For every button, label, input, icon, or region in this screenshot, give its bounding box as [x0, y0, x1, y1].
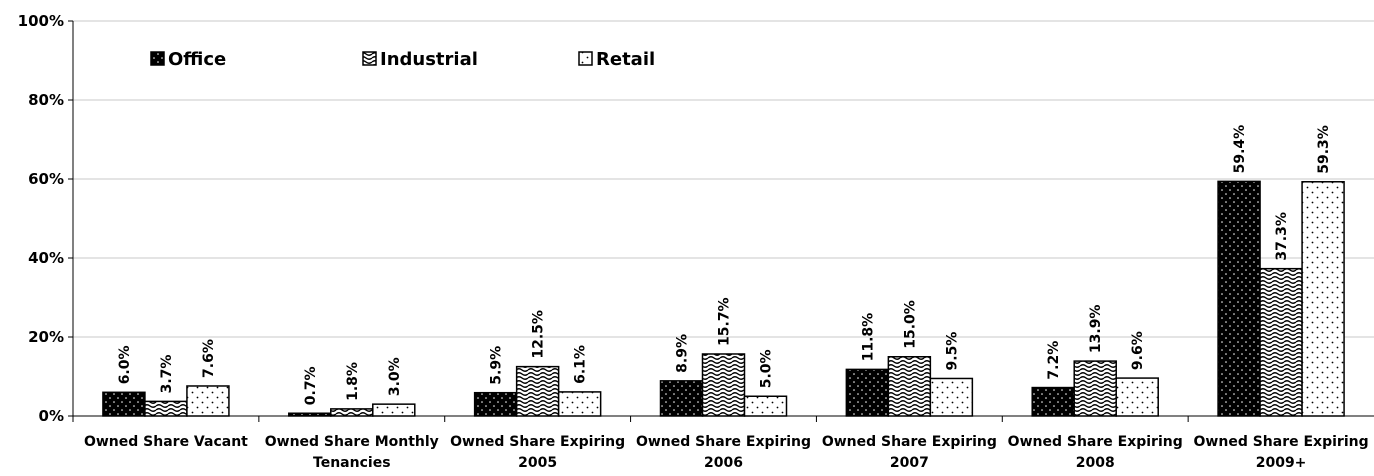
y-tick-label: 80% [28, 91, 64, 109]
x-tick-label: Owned Share Monthly [265, 434, 439, 450]
bar-retail [186, 385, 230, 417]
bars-group [102, 180, 1345, 417]
data-label: 5.0% [759, 349, 775, 388]
bar-industrial [330, 408, 374, 417]
bar-retail [743, 395, 788, 417]
x-tick-label: 2009+ [1256, 455, 1307, 471]
data-label: 6.1% [573, 345, 589, 384]
bar-industrial [887, 356, 932, 417]
bar-office [659, 380, 704, 417]
data-label: 15.0% [902, 300, 918, 349]
data-label: 59.3% [1316, 125, 1332, 174]
legend-swatch-industrial [362, 51, 377, 66]
data-label: 9.5% [944, 332, 960, 371]
data-label: 12.5% [531, 310, 547, 359]
x-tick-label: Owned Share Expiring [1008, 434, 1183, 450]
data-label: 8.9% [675, 334, 691, 373]
data-labels: 6.0% 3.7% 7.6% 0.7% 1.8% 3.0% 5.9% 12.5% 6.1% 8.9… [117, 125, 1332, 405]
bar-industrial [701, 353, 746, 417]
y-tick-label: 100% [18, 12, 64, 30]
legend-label-office: Office [168, 49, 226, 70]
x-tick-label: Owned Share Vacant [84, 434, 248, 450]
bar-office [473, 391, 518, 417]
x-tick-label: 2006 [704, 455, 743, 471]
x-tick-label: Tenancies [313, 455, 391, 471]
data-label: 3.0% [387, 357, 403, 396]
data-label: 3.7% [159, 355, 175, 394]
data-label: 7.2% [1046, 341, 1062, 380]
data-label: 1.8% [345, 362, 361, 401]
legend-label-industrial: Industrial [380, 49, 478, 70]
x-tick-label: 2007 [890, 455, 929, 471]
bar-office [1217, 180, 1261, 417]
x-tick-label: Owned Share Expiring [636, 434, 811, 450]
x-axis: Owned Share Vacant Owned Share Monthly Ten… [72, 415, 1374, 471]
data-label: 11.8% [860, 313, 876, 362]
bar-industrial [515, 365, 560, 417]
data-label: 37.3% [1274, 212, 1290, 261]
x-tick-label: Owned Share Expiring [1194, 434, 1369, 450]
data-label: 59.4% [1232, 125, 1248, 174]
y-axis: 0% 20% 40% 60% 80% 100% [18, 12, 74, 425]
bar-industrial [144, 400, 188, 417]
legend-label-retail: Retail [596, 49, 655, 70]
y-tick-label: 60% [28, 170, 64, 188]
data-label: 13.9% [1088, 305, 1104, 354]
bar-retail [557, 391, 602, 417]
bar-office [102, 391, 146, 417]
legend-swatch-retail [578, 51, 593, 66]
data-label: 5.9% [489, 346, 505, 385]
data-label: 6.0% [117, 345, 133, 384]
data-label: 15.7% [717, 297, 733, 346]
legend: Office Industrial Retail [150, 49, 655, 70]
y-tick-label: 20% [28, 328, 64, 346]
bar-industrial [1073, 360, 1117, 417]
x-tick-label: 2005 [518, 455, 557, 471]
x-tick-label: 2008 [1076, 455, 1115, 471]
bar-retail [1301, 181, 1345, 417]
bar-retail [929, 377, 974, 417]
y-tick-label: 40% [28, 249, 64, 267]
data-label: 7.6% [201, 339, 217, 378]
legend-swatch-office [150, 51, 165, 66]
gridlines [73, 20, 1374, 338]
x-tick-label: Owned Share Expiring [822, 434, 997, 450]
bar-office [1031, 386, 1075, 417]
bar-retail [1115, 377, 1159, 417]
bar-office [845, 368, 890, 417]
x-tick-label: Owned Share Expiring [450, 434, 625, 450]
y-tick-label: 0% [39, 407, 64, 425]
bar-retail [372, 403, 416, 417]
bar-industrial [1259, 267, 1303, 417]
data-label: 9.6% [1130, 331, 1146, 370]
data-label: 0.7% [303, 366, 319, 405]
